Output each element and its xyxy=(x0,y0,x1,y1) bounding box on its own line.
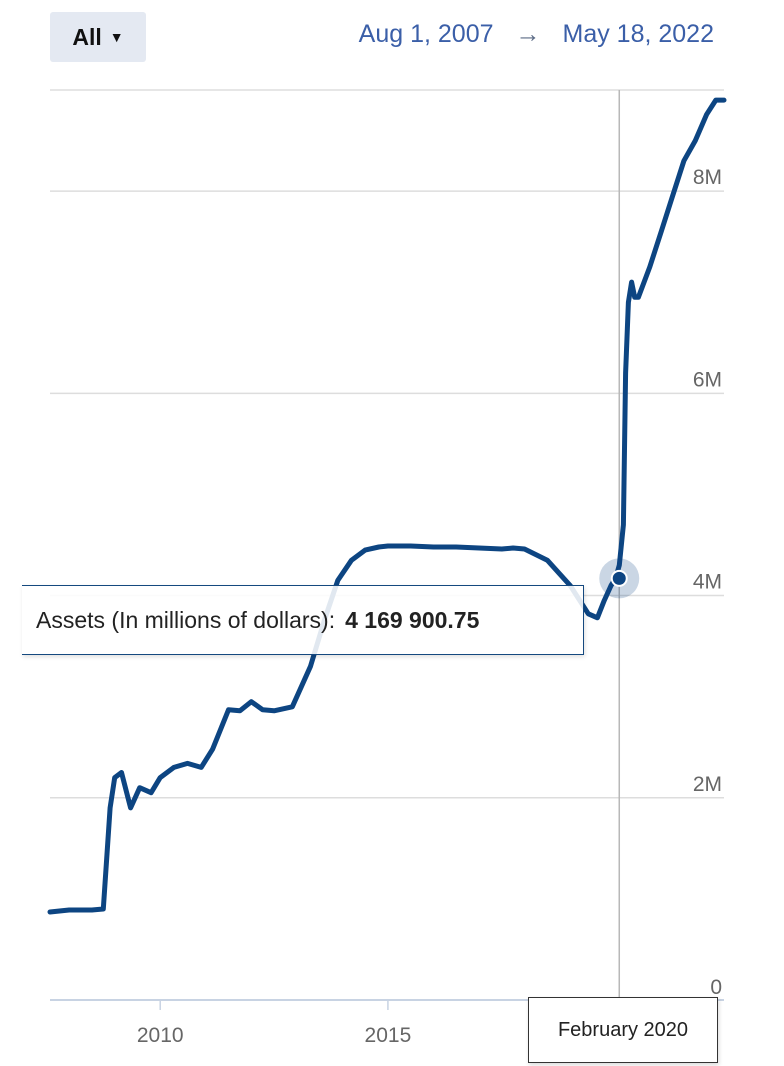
caret-down-icon: ▼ xyxy=(109,29,124,45)
data-tooltip: Assets (In millions of dollars): 4 169 9… xyxy=(22,585,584,655)
range-selector-label: All xyxy=(72,23,102,50)
crosshair-date-text: February 2020 xyxy=(557,1018,689,1041)
tooltip-value: 4 169 900.75 xyxy=(345,606,480,633)
arrow-right-icon: → xyxy=(515,20,541,48)
series-line-assets xyxy=(47,97,727,915)
date-range: Aug 1, 2007 → May 18, 2022 xyxy=(359,20,714,49)
crosshair-date-label: February 2020 xyxy=(528,997,718,1063)
highlight-point xyxy=(610,569,628,587)
range-selector-button[interactable]: All ▼ xyxy=(50,12,146,62)
start-date-link[interactable]: Aug 1, 2007 xyxy=(358,20,494,48)
y-tick-label-0: 0 xyxy=(710,976,722,999)
y-tick-label-3: 6M xyxy=(693,368,722,391)
y-tick-label-1: 2M xyxy=(693,773,722,796)
y-tick-label-4: 8M xyxy=(693,166,722,189)
end-date-link[interactable]: May 18, 2022 xyxy=(562,20,715,48)
y-tick-label-2: 4M xyxy=(693,571,722,594)
x-tick-label-1: 2015 xyxy=(365,1024,412,1047)
tooltip-label: Assets (In millions of dollars): xyxy=(36,606,336,633)
x-tick-label-0: 2010 xyxy=(137,1024,184,1047)
